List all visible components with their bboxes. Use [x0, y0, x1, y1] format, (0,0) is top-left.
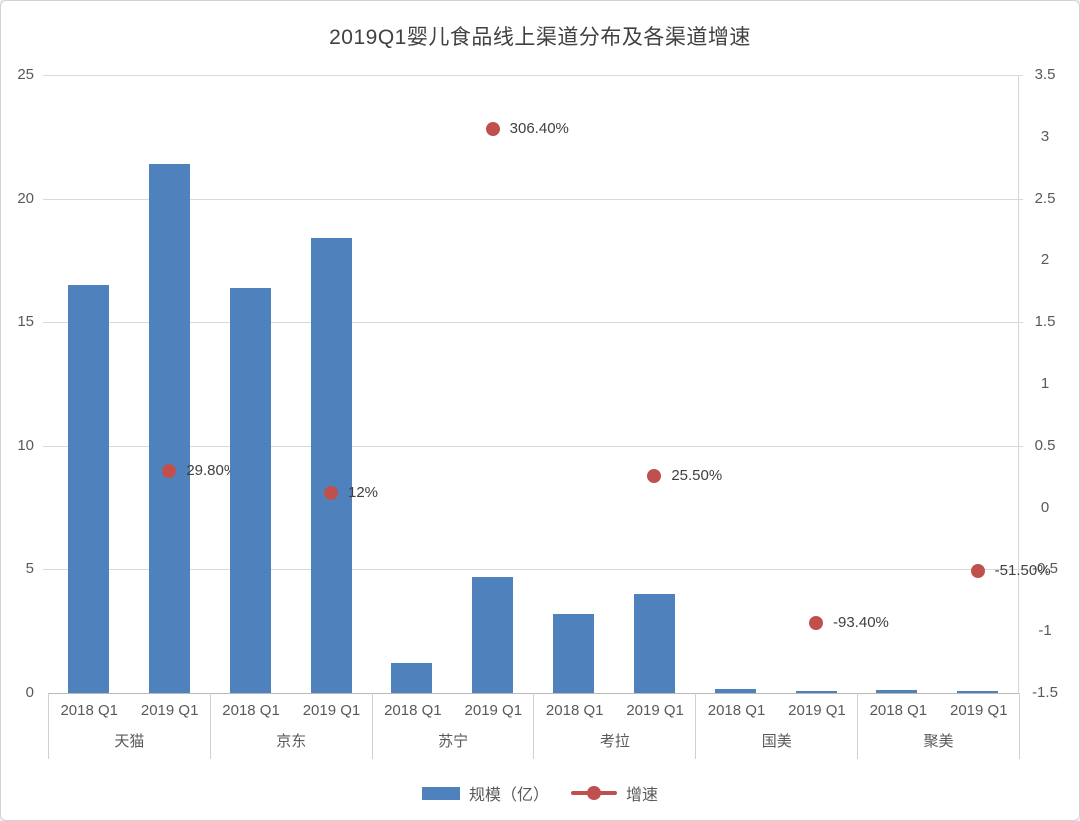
- bar-考拉-2019 Q1: [633, 594, 675, 693]
- category-label: 天猫: [114, 733, 145, 750]
- left-axis-tick: 15: [17, 313, 34, 331]
- quarter-label: 2018 Q1: [60, 702, 118, 719]
- quarter-label: 2019 Q1: [464, 702, 523, 719]
- growth-label-国美: -93.40%: [833, 614, 889, 632]
- quarter-label: 2019 Q1: [788, 702, 846, 719]
- legend-dot-icon: [587, 786, 601, 800]
- left-axis: 0 5 10 15 20 25: [1, 1, 41, 820]
- category-cell-聚美: 2018 Q1 2019 Q1 聚美: [857, 693, 1019, 759]
- quarter-row: 2018 Q1 2019 Q1: [373, 693, 534, 728]
- growth-label-天猫: 29.80%: [186, 461, 238, 479]
- right-axis-tick: 0.5: [1034, 436, 1056, 454]
- growth-dot-国美: [809, 616, 823, 631]
- quarter-label: 2019 Q1: [950, 702, 1008, 719]
- bar-京东-2019 Q1: [310, 238, 352, 693]
- bar-series-swatch-icon: [421, 786, 460, 800]
- bar-国美-2019 Q1: [795, 691, 837, 693]
- quarter-label: 2019 Q1: [302, 702, 361, 719]
- category-label: 聚美: [923, 733, 954, 750]
- bar-聚美-2019 Q1: [957, 691, 999, 693]
- growth-dot-天猫: [162, 463, 177, 478]
- right-axis-tick: 3: [1040, 127, 1050, 145]
- right-axis-tick: 2: [1040, 251, 1050, 269]
- growth-dot-考拉: [647, 469, 662, 484]
- quarter-row: 2018 Q1 2019 Q1: [858, 693, 1019, 728]
- bar-国美-2018 Q1: [714, 689, 756, 693]
- gridline: [43, 569, 1023, 571]
- bar-聚美-2018 Q1: [876, 690, 918, 693]
- left-axis-tick: 10: [17, 436, 34, 454]
- right-axis-tick: 0: [1040, 498, 1050, 516]
- right-axis-tick: -0.5: [1032, 560, 1058, 578]
- quarter-label: 2019 Q1: [140, 702, 199, 719]
- right-axis-tick: -1.5: [1032, 684, 1058, 701]
- gridline: [43, 198, 1023, 200]
- category-label: 国美: [761, 733, 792, 750]
- gridline: [43, 322, 1023, 324]
- category-label: 考拉: [599, 733, 630, 750]
- bar-苏宁-2018 Q1: [391, 663, 433, 693]
- growth-label-考拉: 25.50%: [671, 467, 723, 485]
- growth-label-聚美: -51.50%: [994, 562, 1051, 580]
- category-label: 京东: [276, 733, 307, 750]
- quarter-row: 2018 Q1 2019 Q1: [534, 693, 695, 728]
- bar-苏宁-2019 Q1: [472, 576, 514, 693]
- quarter-label: 2018 Q1: [222, 702, 280, 719]
- line-series-swatch-icon: [571, 786, 617, 800]
- right-axis-tick: 2.5: [1034, 189, 1056, 207]
- right-axis-tick: -1: [1038, 622, 1052, 640]
- quarter-label: 2018 Q1: [384, 702, 442, 719]
- x-axis: 2018 Q1 2019 Q1 天猫 2018 Q1 2019 Q1 京东 2018 Q1 2…: [48, 693, 1020, 759]
- right-axis: 3.5 3 2.5 2 1.5 1 0.5 0 -0.5 -1 -1.5: [1021, 1, 1069, 820]
- bar-考拉-2018 Q1: [552, 613, 594, 693]
- gridline: [43, 75, 1023, 76]
- category-cell-国美: 2018 Q1 2019 Q1 国美: [695, 693, 857, 759]
- quarter-row: 2018 Q1 2019 Q1: [49, 693, 210, 728]
- left-axis-tick: 20: [17, 189, 34, 207]
- right-axis-tick: 1.5: [1034, 313, 1056, 331]
- left-axis-tick: 0: [25, 684, 34, 701]
- category-cell-京东: 2018 Q1 2019 Q1 京东: [209, 693, 372, 759]
- quarter-label: 2018 Q1: [545, 702, 604, 719]
- legend-line-label: 增速: [626, 787, 659, 804]
- growth-dot-聚美: [970, 564, 985, 579]
- chart-title: 2019Q1婴儿食品线上渠道分布及各渠道增速: [329, 26, 751, 49]
- category-cell-天猫: 2018 Q1 2019 Q1 天猫: [49, 693, 210, 759]
- bar-京东-2018 Q1: [229, 287, 271, 693]
- legend-bar-label: 规模（亿）: [468, 787, 549, 804]
- right-axis-tick: 1: [1040, 375, 1050, 392]
- legend: 规模（亿） 增速: [1, 778, 1079, 808]
- growth-dot-苏宁: [485, 121, 500, 136]
- left-axis-tick: 25: [17, 66, 34, 83]
- quarter-row: 2018 Q1 2019 Q1: [696, 693, 857, 728]
- quarter-label: 2018 Q1: [707, 702, 766, 719]
- bar-天猫-2019 Q1: [148, 164, 190, 693]
- bar-天猫-2018 Q1: [67, 285, 109, 693]
- right-axis-tick: 3.5: [1034, 66, 1056, 83]
- category-label: 苏宁: [438, 733, 469, 750]
- plot-area: 29.80% 12% 306.40% 25.50% -93.40% -51.50%: [43, 75, 1051, 694]
- growth-label-苏宁: 306.40%: [509, 119, 569, 137]
- quarter-label: 2018 Q1: [869, 702, 928, 719]
- category-cell-苏宁: 2018 Q1 2019 Q1 苏宁: [371, 693, 534, 759]
- category-cell-考拉: 2018 Q1 2019 Q1 考拉: [533, 693, 695, 759]
- quarter-label: 2019 Q1: [626, 702, 684, 719]
- quarter-row: 2018 Q1 2019 Q1: [211, 693, 372, 728]
- growth-label-京东: 12%: [348, 483, 379, 501]
- gridline: [43, 445, 1023, 447]
- left-axis-tick: 5: [25, 560, 34, 578]
- growth-dot-京东: [324, 485, 338, 500]
